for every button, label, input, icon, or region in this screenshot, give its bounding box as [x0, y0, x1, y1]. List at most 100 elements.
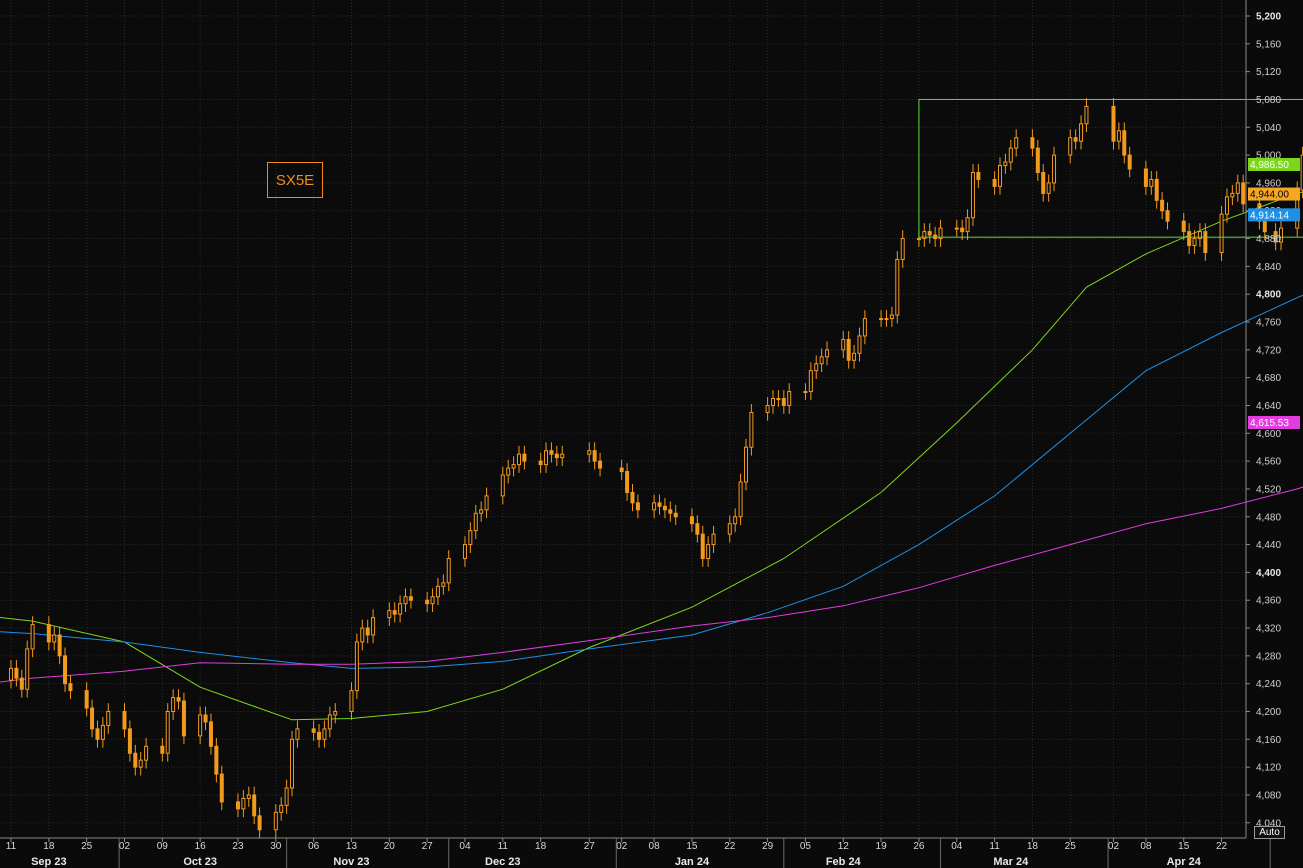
x-tick-label: 06: [308, 841, 320, 852]
candle-body: [1030, 137, 1035, 149]
candle-body: [1084, 105, 1089, 125]
price-tag: [1248, 415, 1300, 429]
candle-body: [84, 690, 89, 709]
candle-body: [403, 596, 408, 605]
candle-body: [1241, 182, 1246, 205]
price-tag-label: 4,615.53: [1250, 418, 1289, 429]
auto-scale-button[interactable]: Auto: [1254, 826, 1285, 839]
y-tick-label: 4,440: [1256, 540, 1281, 551]
candle-body: [1192, 238, 1197, 247]
candle-body: [257, 815, 262, 831]
x-tick-label: 26: [913, 841, 925, 852]
y-tick-label: 4,240: [1256, 679, 1281, 690]
candle-body: [122, 711, 127, 730]
x-tick-label: 02: [616, 841, 628, 852]
candle-body: [1111, 105, 1116, 142]
candle-body: [144, 745, 149, 761]
candle-body: [354, 641, 359, 692]
x-tick-label: 04: [951, 841, 963, 852]
y-tick-label: 4,160: [1256, 735, 1281, 746]
y-tick-label: 4,560: [1256, 457, 1281, 468]
x-tick-label: 16: [195, 841, 207, 852]
candle-body: [446, 557, 451, 584]
candle-body: [484, 495, 489, 511]
candle-body: [398, 603, 403, 615]
candle-body: [1122, 130, 1127, 156]
candle-body: [776, 398, 781, 401]
x-tick-label: 22: [724, 841, 736, 852]
x-tick-label: 02: [1108, 841, 1120, 852]
candle-body: [1073, 137, 1078, 142]
candle-body: [1154, 178, 1159, 201]
candle-body: [922, 231, 927, 240]
candle-body: [1046, 182, 1051, 194]
candle-body: [960, 227, 965, 233]
candle-body: [927, 231, 932, 236]
candle-body: [392, 610, 397, 615]
grid: [0, 0, 1246, 838]
x-tick-label: 08: [1140, 841, 1152, 852]
candle-body: [771, 398, 776, 406]
candle-body: [879, 318, 884, 321]
y-tick-label: 5,160: [1256, 39, 1281, 50]
candle-body: [938, 227, 943, 240]
x-tick-label: 05: [800, 841, 812, 852]
candle-body: [1003, 161, 1008, 167]
candle-body: [441, 582, 446, 587]
y-tick-label: 4,640: [1256, 401, 1281, 412]
candle-body: [1224, 196, 1229, 215]
candle-body: [997, 165, 1002, 187]
candles: [9, 98, 1303, 839]
candle-body: [19, 677, 24, 690]
candle-body: [727, 523, 732, 535]
candle-body: [841, 338, 846, 351]
y-tick-label: 5,120: [1256, 67, 1281, 78]
candle-body: [203, 714, 208, 723]
candle-body: [549, 450, 554, 455]
y-tick-label: 4,480: [1256, 512, 1281, 523]
candle-body: [435, 585, 440, 598]
y-tick-label: 4,960: [1256, 178, 1281, 189]
candle-body: [738, 481, 743, 518]
candle-body: [408, 596, 413, 601]
candle-body: [1279, 227, 1284, 243]
candle-body: [1160, 199, 1165, 212]
candle-body: [765, 404, 770, 413]
y-tick-label: 4,680: [1256, 373, 1281, 384]
y-tick-label: 4,880: [1256, 234, 1281, 245]
candle-body: [630, 491, 635, 504]
candle-body: [916, 238, 921, 241]
price-tag: [1248, 187, 1300, 201]
candle-body: [711, 533, 716, 546]
candle-body: [1127, 154, 1132, 170]
candle-body: [138, 759, 143, 768]
candle-body: [814, 363, 819, 372]
price-tag-label: 4,914.14: [1250, 210, 1289, 221]
y-tick-label: 4,800: [1256, 290, 1281, 301]
candle-body: [652, 502, 657, 511]
candle-body: [554, 453, 559, 459]
x-tick-label: 11: [498, 841, 509, 852]
month-label: Feb 24: [826, 856, 862, 868]
price-tag: [1248, 157, 1300, 171]
candle-body: [365, 627, 370, 636]
candle-body: [100, 724, 105, 740]
candle-body: [706, 544, 711, 559]
y-tick-label: 5,200: [1256, 12, 1281, 23]
y-tick-label: 4,120: [1256, 763, 1281, 774]
candle-body: [884, 318, 889, 321]
moving-average-line: [0, 294, 1303, 669]
x-tick-label: 23: [232, 841, 244, 852]
y-axis: 4,040 4,080 4,120 4,160 4,200 4,240 4,280 4,320…: [1245, 0, 1300, 838]
y-tick-label: 4,520: [1256, 484, 1281, 495]
candle-body: [511, 464, 516, 469]
candle-body: [662, 505, 667, 511]
y-tick-label: 4,600: [1256, 429, 1281, 440]
candle-body: [587, 450, 592, 455]
candle-body: [819, 356, 824, 365]
y-tick-label: 5,000: [1256, 151, 1281, 162]
x-tick-label: 29: [762, 841, 774, 852]
candle-body: [733, 516, 738, 525]
candle-body: [1035, 147, 1040, 173]
